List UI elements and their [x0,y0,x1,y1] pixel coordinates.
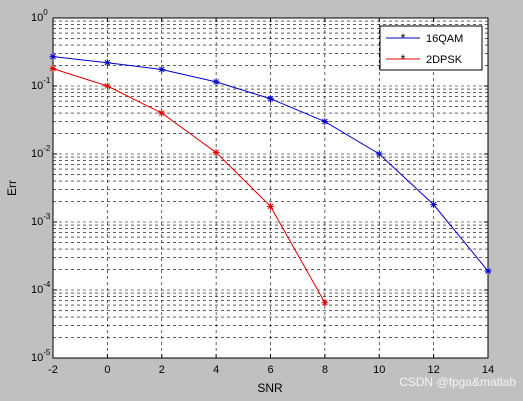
data-point-16qam [321,118,329,126]
legend-box [379,25,483,71]
x-tick-label: 4 [213,364,219,376]
series-layer [49,53,492,307]
data-point-16qam [103,59,111,67]
grid-lines [53,18,488,358]
data-point-16qam [484,267,492,275]
legend-marker-16qam: * [401,31,406,45]
data-point-16qam [375,150,383,158]
x-axis-label: SNR [257,381,283,395]
legend-label-2dpsk: 2DPSK [426,54,463,66]
data-point-2dpsk [212,149,220,157]
data-point-2dpsk [158,109,166,117]
data-point-2dpsk [49,65,57,73]
y-tick-label: 10-2 [31,144,51,160]
data-point-2dpsk [321,299,329,307]
y-tick-label: 10-4 [31,280,51,296]
x-tick-label: 10 [373,364,385,376]
legend: * 16QAM * 2DPSK [379,25,483,71]
watermark: CSDN @fpga&matlab [399,375,516,389]
y-tick-label: 10-5 [31,348,51,364]
y-tick-label: 10-3 [31,212,51,228]
x-tick-label: 12 [428,364,440,376]
data-point-2dpsk [103,82,111,90]
legend-marker-2dpsk: * [401,52,406,66]
y-axis-label: Err [5,180,19,196]
x-tick-label: 0 [104,364,110,376]
x-tick-label: 8 [322,364,328,376]
x-axis-ticks: -2 0 2 4 6 8 10 12 14 [48,18,494,376]
data-point-16qam [158,65,166,73]
series-line-2dpsk [52,68,326,303]
data-point-2dpsk [267,202,274,210]
y-tick-label: 10-1 [31,76,51,92]
legend-label-16qam: 16QAM [426,33,463,45]
y-tick-label: 100 [31,8,48,24]
data-point-16qam [267,95,274,103]
x-tick-label: 2 [159,364,165,376]
y-axis-ticks: 100 10-1 10-2 10-3 10-4 10-5 [31,8,488,364]
data-point-16qam [212,78,220,86]
x-tick-label: 14 [482,364,494,376]
x-tick-label: 6 [267,364,273,376]
x-tick-label: -2 [48,364,58,376]
data-point-16qam [49,53,57,61]
data-point-16qam [430,201,438,209]
